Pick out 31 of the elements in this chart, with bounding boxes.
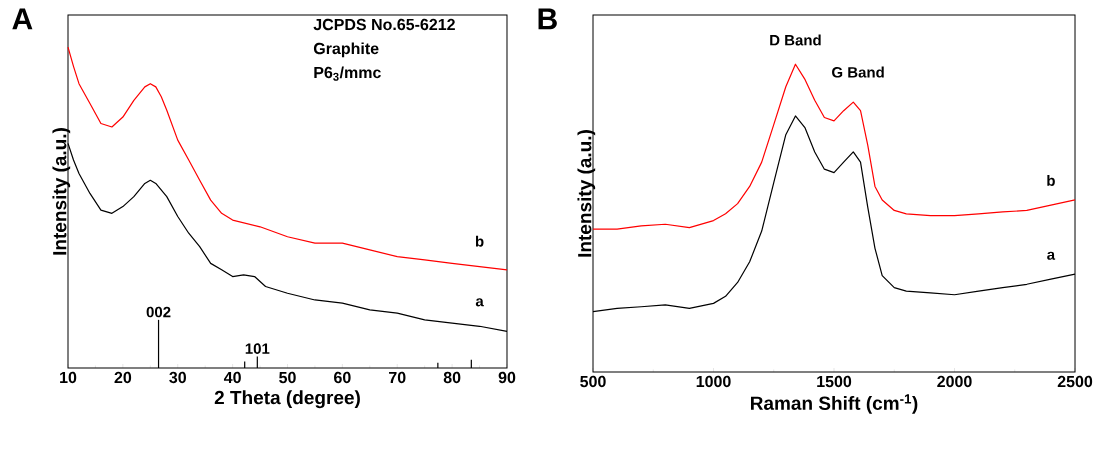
x-tick-label: 1500 (817, 375, 852, 388)
chart-title: B (538, 8, 557, 30)
annotation: 101 (245, 343, 270, 354)
x-tick-label: 20 (114, 371, 132, 384)
annotation: P6$_{3}$/mmc (314, 66, 381, 81)
series-label: a (475, 298, 484, 307)
x-tick-label: 1000 (696, 375, 731, 388)
x-axis-title: Raman Shift (cm$^{-1}$) (750, 394, 918, 414)
annotation: Graphite (313, 42, 379, 58)
y-axis-title: Intensity (a.u.) (577, 130, 596, 257)
x-tick-label: 60 (334, 371, 351, 384)
x-tick-label: 10 (60, 371, 77, 384)
x-tick-label: 2500 (1057, 375, 1093, 388)
annotation: 002 (146, 306, 171, 318)
series-label: b (475, 235, 484, 247)
series-label: a (1047, 251, 1056, 260)
y-axis-title: Intensity (a.u.) (52, 128, 71, 255)
x-tick-label: 500 (580, 375, 606, 388)
x-tick-label: 2000 (937, 375, 972, 388)
series-label: b (1047, 174, 1055, 186)
x-tick-label: 80 (443, 371, 461, 384)
x-axis-title: 2 Theta (degree) (214, 390, 360, 409)
x-tick-label: 90 (498, 371, 516, 384)
text: D Band (770, 34, 821, 46)
x-tick-label: 70 (389, 371, 406, 384)
x-tick-label: 50 (279, 371, 296, 384)
annotation: G Band (832, 66, 884, 78)
chart-title: A (12, 8, 33, 30)
text: JCPDS No.65-6212 (313, 18, 455, 31)
x-tick-label: 40 (223, 371, 241, 384)
x-tick-label: 30 (169, 371, 186, 384)
